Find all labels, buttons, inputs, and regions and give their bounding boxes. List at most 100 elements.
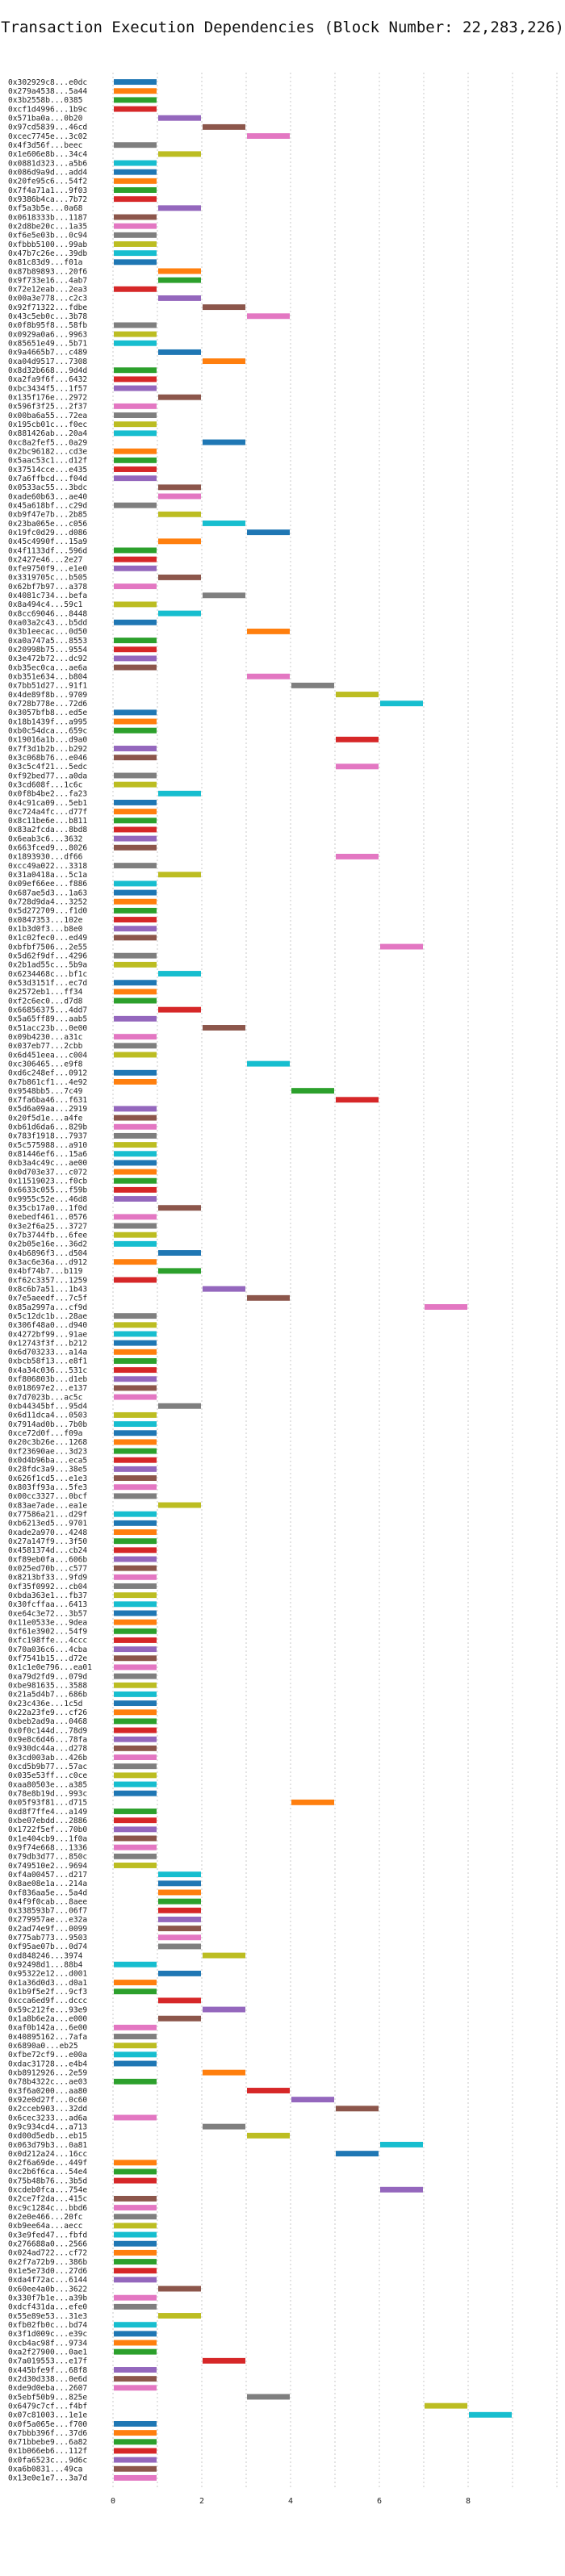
tx-bar xyxy=(114,818,157,824)
tx-hash-label: 0x4de89f8b...9709 xyxy=(8,691,87,700)
tx-hash-label: 0xde9d0eba...2607 xyxy=(8,2384,87,2393)
tx-hash-label: 0x4f9f0cab...8aee xyxy=(8,1897,87,1906)
tx-hash-label: 0x5c12dc1b...28ae xyxy=(8,1312,87,1321)
tx-hash-label: 0x60ee4a0b...3622 xyxy=(8,2285,87,2294)
tx-hash-label: 0x930dc44a...d278 xyxy=(8,1745,87,1754)
tx-bar xyxy=(114,421,157,428)
tx-hash-label: 0xf2c6ec0...d7d8 xyxy=(8,997,83,1006)
tx-bar xyxy=(336,763,379,770)
tx-hash-label: 0x086d9a9d...add4 xyxy=(8,168,87,177)
tx-hash-label: 0x20f5d1e...a4fe xyxy=(8,1114,83,1123)
tx-hash-label: 0xf6e5e03b...0c94 xyxy=(8,232,87,240)
tx-hash-label: 0x21a5d4b7...686b xyxy=(8,1691,87,1700)
tx-bar xyxy=(158,1926,201,1932)
tx-bar xyxy=(114,1052,157,1058)
tx-bar xyxy=(114,2177,157,2184)
tx-bar xyxy=(114,2249,157,2256)
tx-bar xyxy=(380,2142,423,2147)
tx-hash-label: 0x11519023...f0cb xyxy=(8,1177,87,1186)
tx-bar xyxy=(158,394,201,400)
tx-bar xyxy=(158,1943,201,1950)
tx-hash-label: 0x7b3744fb...6fee xyxy=(8,1231,87,1240)
tx-hash-label: 0x4f1133df...596d xyxy=(8,546,87,555)
tx-bar xyxy=(114,2340,157,2346)
tx-bar xyxy=(114,2348,157,2355)
tx-bar xyxy=(114,1034,157,1040)
tx-bar xyxy=(380,2186,423,2193)
tx-hash-label: 0x3e9fed47...fbfd xyxy=(8,2231,87,2239)
tx-bar xyxy=(114,1160,157,1166)
tx-bar xyxy=(114,1123,157,1130)
tx-bar xyxy=(114,1592,157,1599)
tx-hash-label: 0x20998b75...9554 xyxy=(8,646,87,654)
tx-bar xyxy=(114,601,157,608)
tx-bar xyxy=(114,2294,157,2301)
tx-bar xyxy=(114,466,157,472)
tx-hash-label: 0x728d9da4...3252 xyxy=(8,898,87,907)
tx-bar xyxy=(158,1403,201,1409)
tx-hash-label: 0x3cd003ab...426b xyxy=(8,1754,87,1763)
tx-hash-label: 0x2f6a69de...449f xyxy=(8,2159,87,2168)
tx-bar xyxy=(114,1186,157,1193)
tx-bar xyxy=(114,241,157,247)
tx-hash-label: 0xcca6ed9f...dccc xyxy=(8,1997,87,2005)
tx-hash-label: 0x3ac6e36a...d912 xyxy=(8,1258,87,1267)
tx-hash-label: 0x72e12eab...2ea3 xyxy=(8,286,87,295)
tx-hash-label: 0x45c4990f...15a9 xyxy=(8,537,87,546)
tx-bar xyxy=(114,2268,157,2274)
tx-bar xyxy=(114,1448,157,1454)
tx-hash-label: 0x279957ae...e32a xyxy=(8,1916,87,1925)
tx-bar xyxy=(158,872,201,878)
tx-bar xyxy=(114,2231,157,2238)
tx-bar xyxy=(114,1106,157,1112)
tx-bar xyxy=(158,1907,201,1913)
tx-bar xyxy=(114,952,157,959)
tx-bar xyxy=(158,790,201,797)
tx-hash-label: 0xf5a3b5e...0a68 xyxy=(8,204,83,213)
tx-hash-label: 0x78e8b19d...993c xyxy=(8,1789,87,1798)
tx-bar xyxy=(114,1114,157,1121)
tx-hash-label: 0xf836aa5e...5a4d xyxy=(8,1888,87,1897)
tx-bar xyxy=(158,2313,201,2319)
tx-bar xyxy=(114,1826,157,1833)
tx-hash-label: 0x6633c055...f59b xyxy=(8,1186,87,1195)
tx-hash-label: 0xf7541b15...d72e xyxy=(8,1654,87,1663)
tx-bar xyxy=(114,1223,157,1229)
tx-hash-label: 0x75b48b76...3b5d xyxy=(8,2177,87,2185)
tx-hash-label: 0x4272bf99...91ae xyxy=(8,1330,87,1339)
tx-bar xyxy=(114,880,157,887)
tx-bar xyxy=(114,2277,157,2283)
tx-hash-label: 0xcdeb0fca...754e xyxy=(8,2186,87,2195)
tx-hash-label: 0x3c5c4f21...5edc xyxy=(8,763,87,772)
tx-bar xyxy=(203,2006,245,2013)
tx-bar xyxy=(114,1538,157,1545)
tx-hash-label: 0x2cceb903...32dd xyxy=(8,2105,87,2114)
tx-hash-label: 0x7f4a71a1...9f03 xyxy=(8,186,87,195)
tx-hash-label: 0x6890a0...eb25 xyxy=(8,2042,78,2051)
tx-bar xyxy=(114,214,157,220)
tx-hash-label: 0x92e0d27f...0c60 xyxy=(8,2096,87,2105)
y-axis-labels: 0x302929c8...e0dc0x279a4538...5a440x3b25… xyxy=(8,78,92,2483)
tx-hash-label: 0x728b778e...72d6 xyxy=(8,700,87,709)
tx-bar xyxy=(158,295,201,301)
tx-bar xyxy=(114,1457,157,1463)
tx-bar xyxy=(114,322,157,328)
tx-bar xyxy=(114,907,157,914)
tx-bar xyxy=(114,583,157,590)
tx-bar xyxy=(158,1268,201,1274)
tx-bar xyxy=(114,412,157,418)
tx-bar xyxy=(158,538,201,545)
tx-hash-label: 0x276688a0...2566 xyxy=(8,2240,87,2249)
tx-bar xyxy=(114,1015,157,1022)
tx-hash-label: 0xbe07ebdd...2886 xyxy=(8,1817,87,1825)
tx-bar xyxy=(114,1781,157,1788)
tx-hash-label: 0xbfbf7506...2e55 xyxy=(8,943,87,951)
tx-hash-label: 0x0fa6523c...9d6c xyxy=(8,2456,87,2465)
tx-hash-label: 0x6479c7cf...f4bf xyxy=(8,2402,87,2411)
tx-bar xyxy=(114,160,157,166)
tx-hash-label: 0xf92bed77...a0da xyxy=(8,772,87,780)
tx-hash-label: 0xcec7745e...3c02 xyxy=(8,132,87,141)
tx-hash-label: 0xc8a2fef5...0a29 xyxy=(8,438,87,447)
tx-hash-label: 0x2f7a72b9...386b xyxy=(8,2258,87,2267)
